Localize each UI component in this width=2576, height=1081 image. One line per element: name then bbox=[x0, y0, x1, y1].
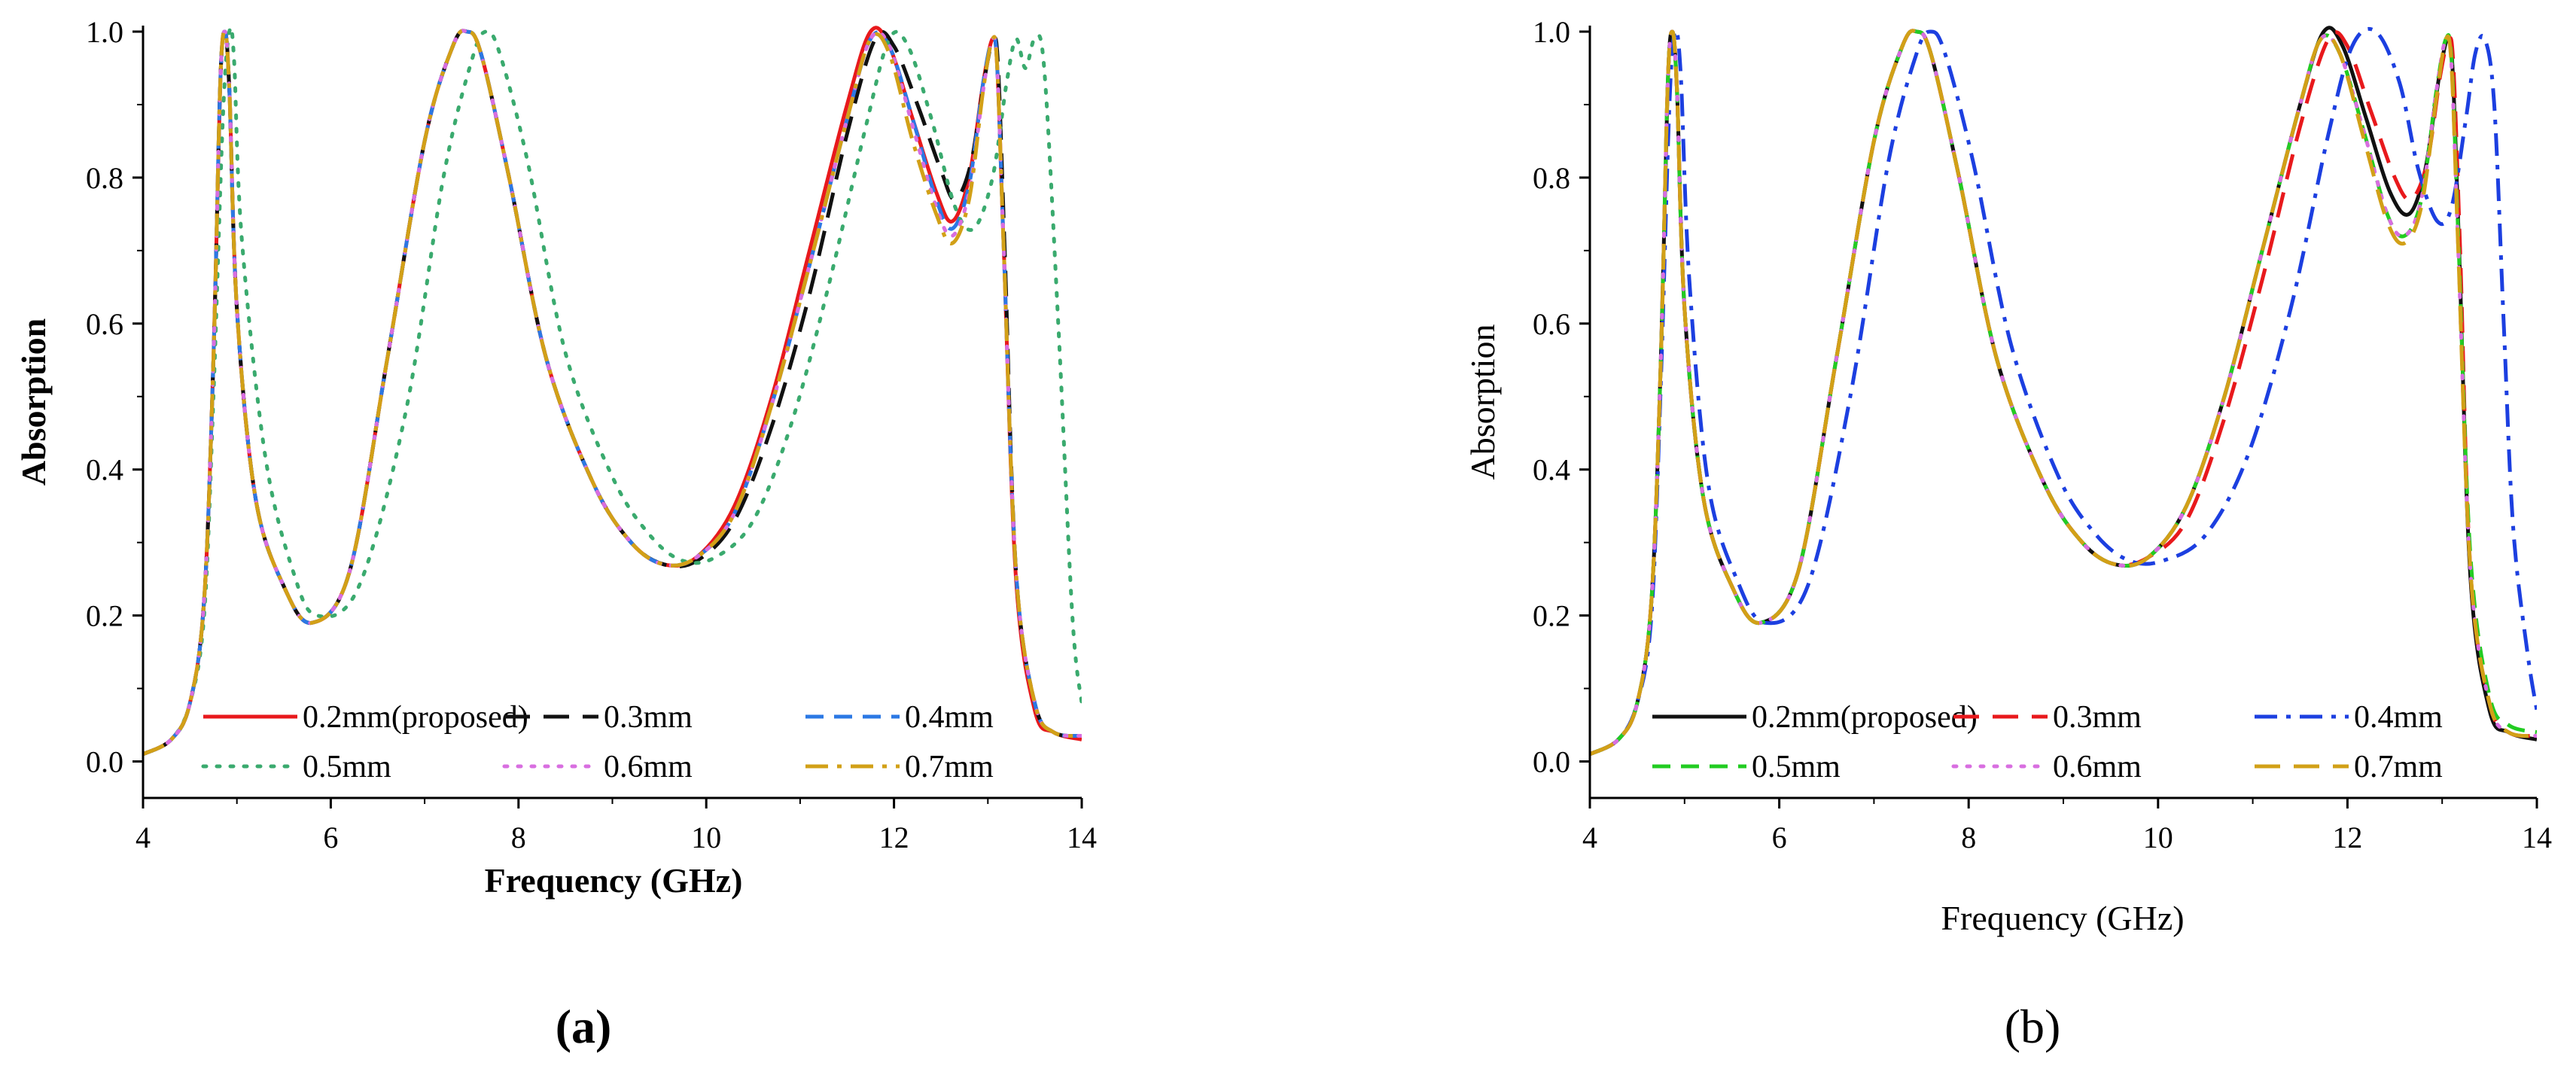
series-line-b-0-3mm bbox=[1590, 29, 2537, 757]
y-axis-title-a: Absorption bbox=[14, 318, 53, 486]
legend-label-a: 0.7mm bbox=[905, 750, 994, 784]
x-tick-label-a: 4 bbox=[135, 821, 151, 854]
y-tick-label-b: 0.8 bbox=[1533, 161, 1570, 195]
series-line-a-0-6mm bbox=[143, 29, 1082, 757]
legend-label-a: 0.4mm bbox=[905, 700, 994, 735]
y-tick-label-b: 0.6 bbox=[1533, 307, 1570, 341]
legend-label-b: 0.3mm bbox=[2053, 700, 2142, 735]
y-tick-label-b: 0.4 bbox=[1533, 453, 1570, 487]
y-tick-label-a: 0.4 bbox=[86, 453, 123, 487]
x-tick-label-b: 8 bbox=[1961, 821, 1976, 854]
x-tick-label-a: 12 bbox=[879, 821, 909, 854]
series-line-b-0-7mm bbox=[1590, 29, 2537, 757]
x-tick-label-b: 4 bbox=[1582, 821, 1597, 854]
chart-panel-a: 4 6 8 10 12 14 0.0 0.2 0.4 0.6 0.8 1.0 0.2mm(propos… bbox=[14, 15, 1097, 1053]
series-line-a-0-4mm bbox=[143, 29, 1082, 757]
series-layer-b bbox=[1590, 26, 2537, 757]
legend-label-a: 0.5mm bbox=[303, 750, 391, 784]
series-line-a-0-2mm-proposed- bbox=[143, 26, 1082, 757]
x-tick-label-a: 14 bbox=[1067, 821, 1097, 854]
x-axis-title-b: Frequency (GHz) bbox=[1941, 899, 2184, 937]
x-axis-title-a: Frequency (GHz) bbox=[485, 861, 743, 900]
y-tick-label-a: 0.0 bbox=[86, 745, 123, 779]
series-line-b-0-5mm bbox=[1590, 29, 2537, 757]
y-tick-label-b: 0.0 bbox=[1533, 745, 1570, 779]
y-axis-title-b: Absorption bbox=[1463, 324, 1502, 480]
y-tick-label-b: 1.0 bbox=[1533, 15, 1570, 49]
legend-label-a: 0.3mm bbox=[604, 700, 693, 735]
legend-label-b: 0.7mm bbox=[2354, 750, 2443, 784]
x-tick-label-b: 6 bbox=[1772, 821, 1787, 854]
series-line-a-0-7mm bbox=[143, 29, 1082, 757]
y-tick-label-a: 0.8 bbox=[86, 161, 123, 195]
x-tick-label-b: 14 bbox=[2522, 821, 2552, 854]
panel-label-b: (b) bbox=[2005, 1000, 2061, 1053]
legend-label-b: 0.6mm bbox=[2053, 750, 2142, 784]
x-tick-label-b: 12 bbox=[2332, 821, 2362, 854]
y-tick-label-b: 0.2 bbox=[1533, 599, 1570, 633]
x-tick-label-b: 10 bbox=[2143, 821, 2173, 854]
panel-label-a: (a) bbox=[556, 1000, 612, 1053]
series-layer-a bbox=[143, 25, 1082, 757]
legend-label-a: 0.2mm(proposed) bbox=[303, 700, 528, 735]
series-line-a-0-5mm bbox=[143, 25, 1082, 757]
legend-label-b: 0.4mm bbox=[2354, 700, 2443, 735]
chart-panel-b: 4 6 8 10 12 14 0.0 0.2 0.4 0.6 0.8 1.0 0.2mm(propos… bbox=[1463, 15, 2552, 1053]
axes-a: 4 6 8 10 12 14 0.0 0.2 0.4 0.6 0.8 1.0 bbox=[86, 15, 1097, 854]
legend-label-b: 0.2mm(proposed) bbox=[1752, 700, 1978, 735]
legend-label-a: 0.6mm bbox=[604, 750, 693, 784]
axes-b: 4 6 8 10 12 14 0.0 0.2 0.4 0.6 0.8 1.0 bbox=[1533, 15, 2552, 854]
legend-a: 0.2mm(proposed) 0.3mm 0.4mm 0.5mm 0.6mm 0.7mm bbox=[201, 700, 994, 784]
x-tick-label-a: 6 bbox=[323, 821, 338, 854]
series-line-b-0-6mm bbox=[1590, 29, 2537, 757]
series-line-b-0-2mm-proposed- bbox=[1590, 26, 2537, 757]
legend-label-b: 0.5mm bbox=[1752, 750, 1841, 784]
y-tick-label-a: 0.2 bbox=[86, 599, 123, 633]
y-tick-label-a: 1.0 bbox=[86, 15, 123, 49]
x-tick-label-a: 8 bbox=[511, 821, 526, 854]
x-tick-label-a: 10 bbox=[691, 821, 721, 854]
series-line-a-0-3mm bbox=[143, 29, 1082, 757]
legend-b: 0.2mm(proposed) 0.3mm 0.4mm 0.5mm 0.6mm 0.7mm bbox=[1652, 700, 2443, 784]
y-tick-label-a: 0.6 bbox=[86, 307, 123, 341]
series-line-b-0-4mm bbox=[1590, 26, 2537, 757]
